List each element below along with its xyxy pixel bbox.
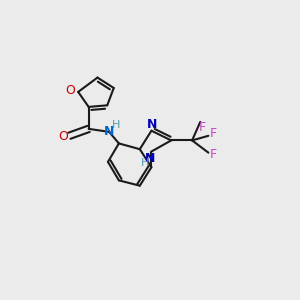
Text: N: N: [104, 125, 115, 138]
Text: N: N: [145, 152, 155, 165]
Text: H: H: [141, 158, 149, 168]
Text: N: N: [147, 118, 157, 131]
Text: F: F: [209, 128, 217, 140]
Text: O: O: [66, 84, 76, 97]
Text: F: F: [209, 148, 217, 161]
Text: O: O: [58, 130, 68, 143]
Text: H: H: [112, 120, 120, 130]
Text: F: F: [199, 121, 206, 134]
